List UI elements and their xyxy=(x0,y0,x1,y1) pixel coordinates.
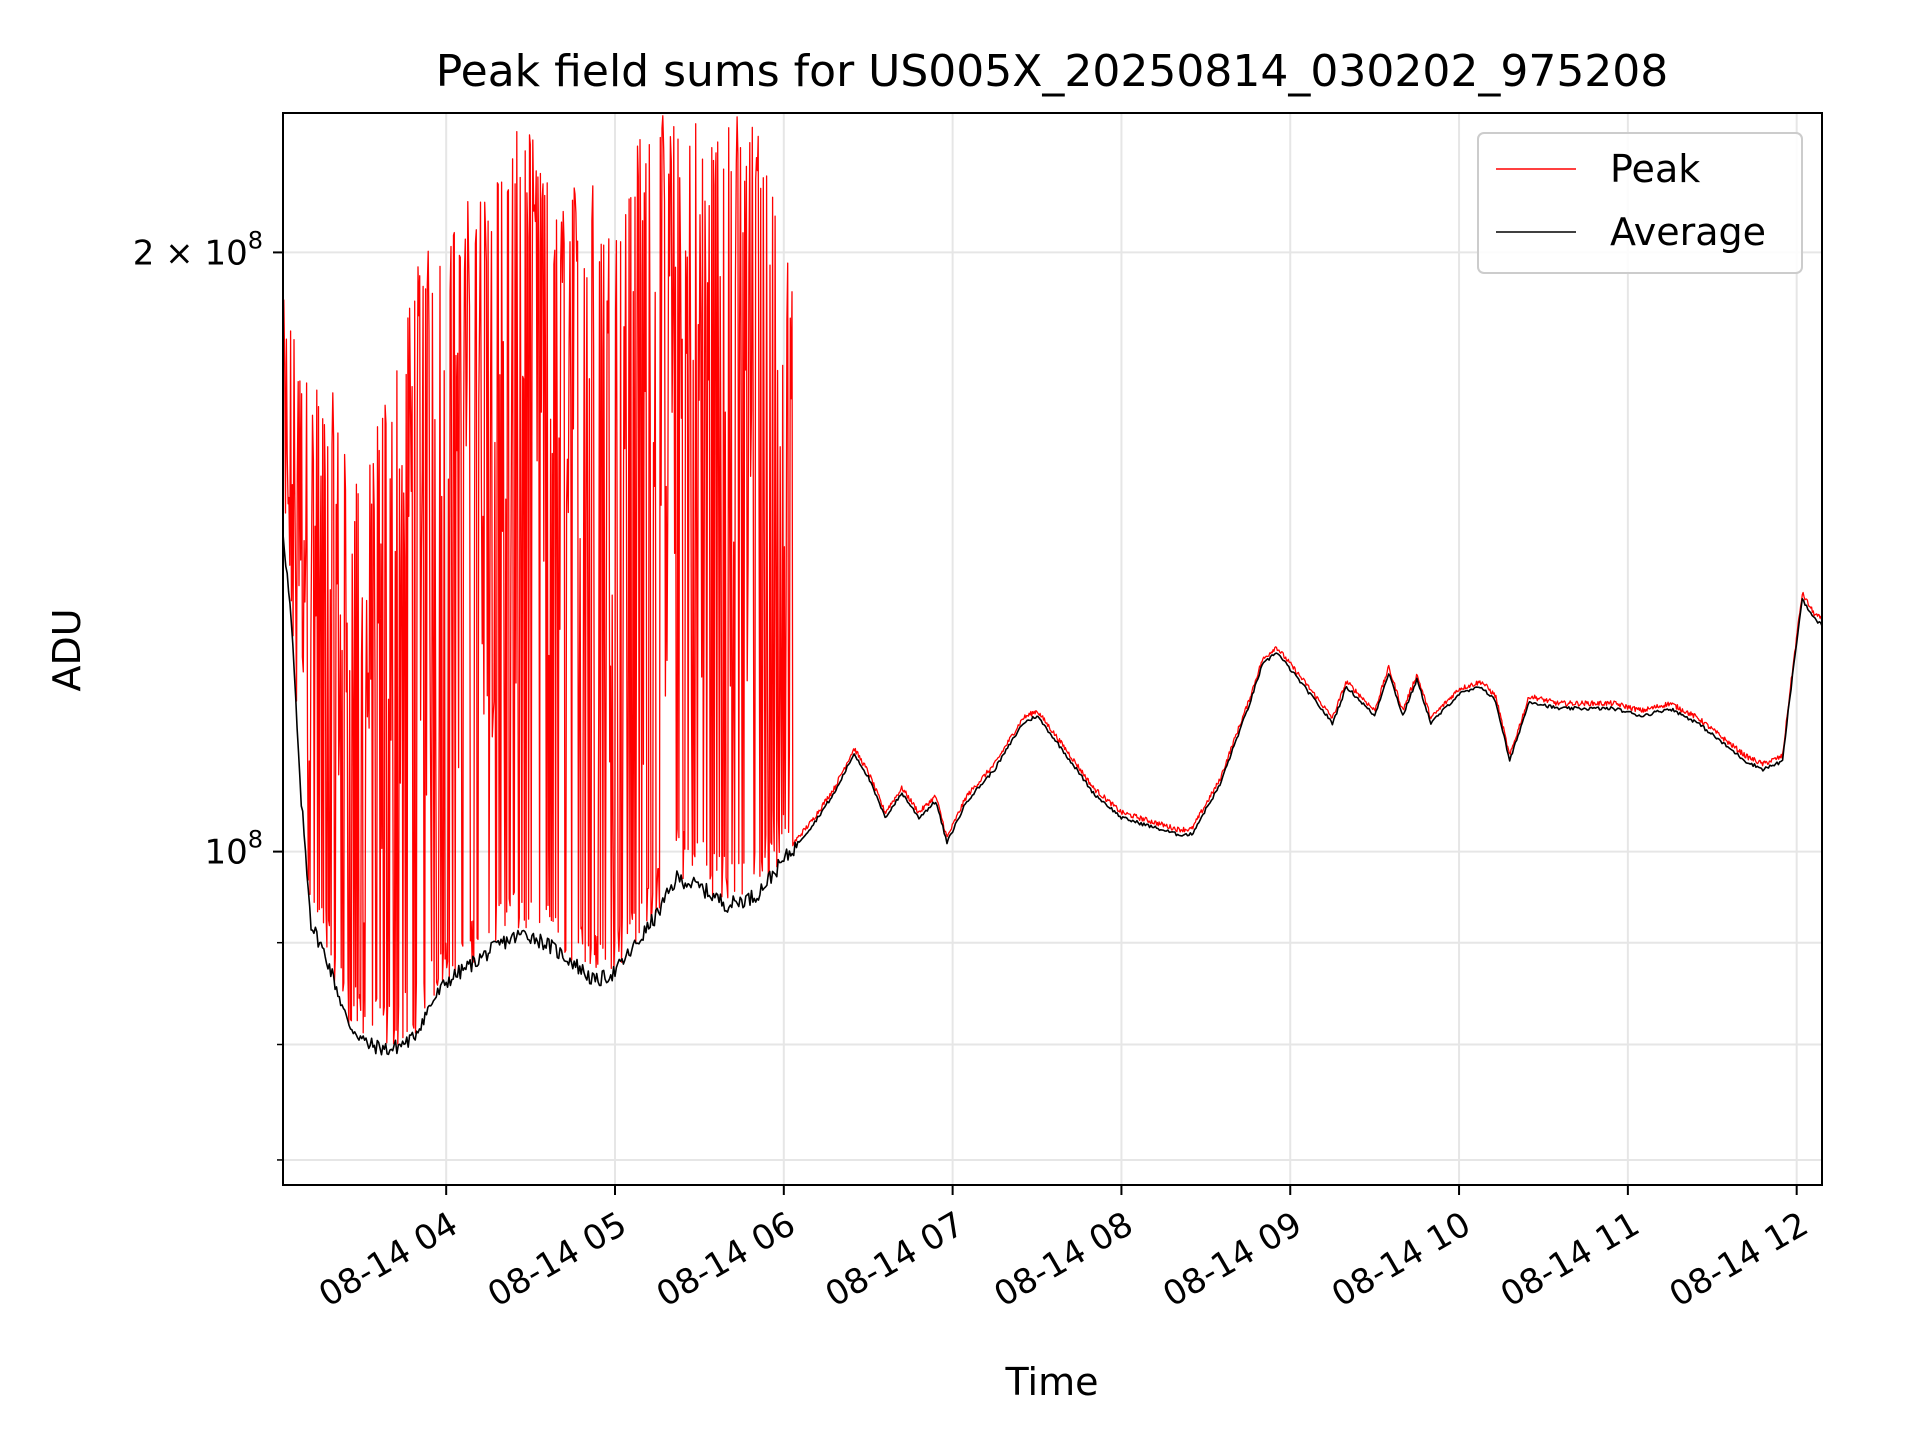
legend-peak-label: Peak xyxy=(1610,147,1700,191)
legend: Peak Average xyxy=(1477,132,1803,274)
legend-average-label: Average xyxy=(1610,210,1766,254)
series-average xyxy=(282,533,1823,1056)
plot-frame xyxy=(282,112,1823,1186)
x-axis-label: Time xyxy=(1005,1360,1099,1404)
series-peak xyxy=(282,115,1823,1045)
y-axis-label: ADU xyxy=(45,608,89,691)
legend-box xyxy=(1477,132,1803,274)
y-tick-label: 2 × 108 xyxy=(133,226,263,273)
y-tick-label: 108 xyxy=(204,826,263,873)
chart-title: Peak field sums for US005X_20250814_0302… xyxy=(436,46,1669,97)
average-line xyxy=(282,533,1823,1056)
peak-line xyxy=(282,115,1823,1045)
y-axis-ticks: 108 2 × 108 xyxy=(133,226,283,1161)
